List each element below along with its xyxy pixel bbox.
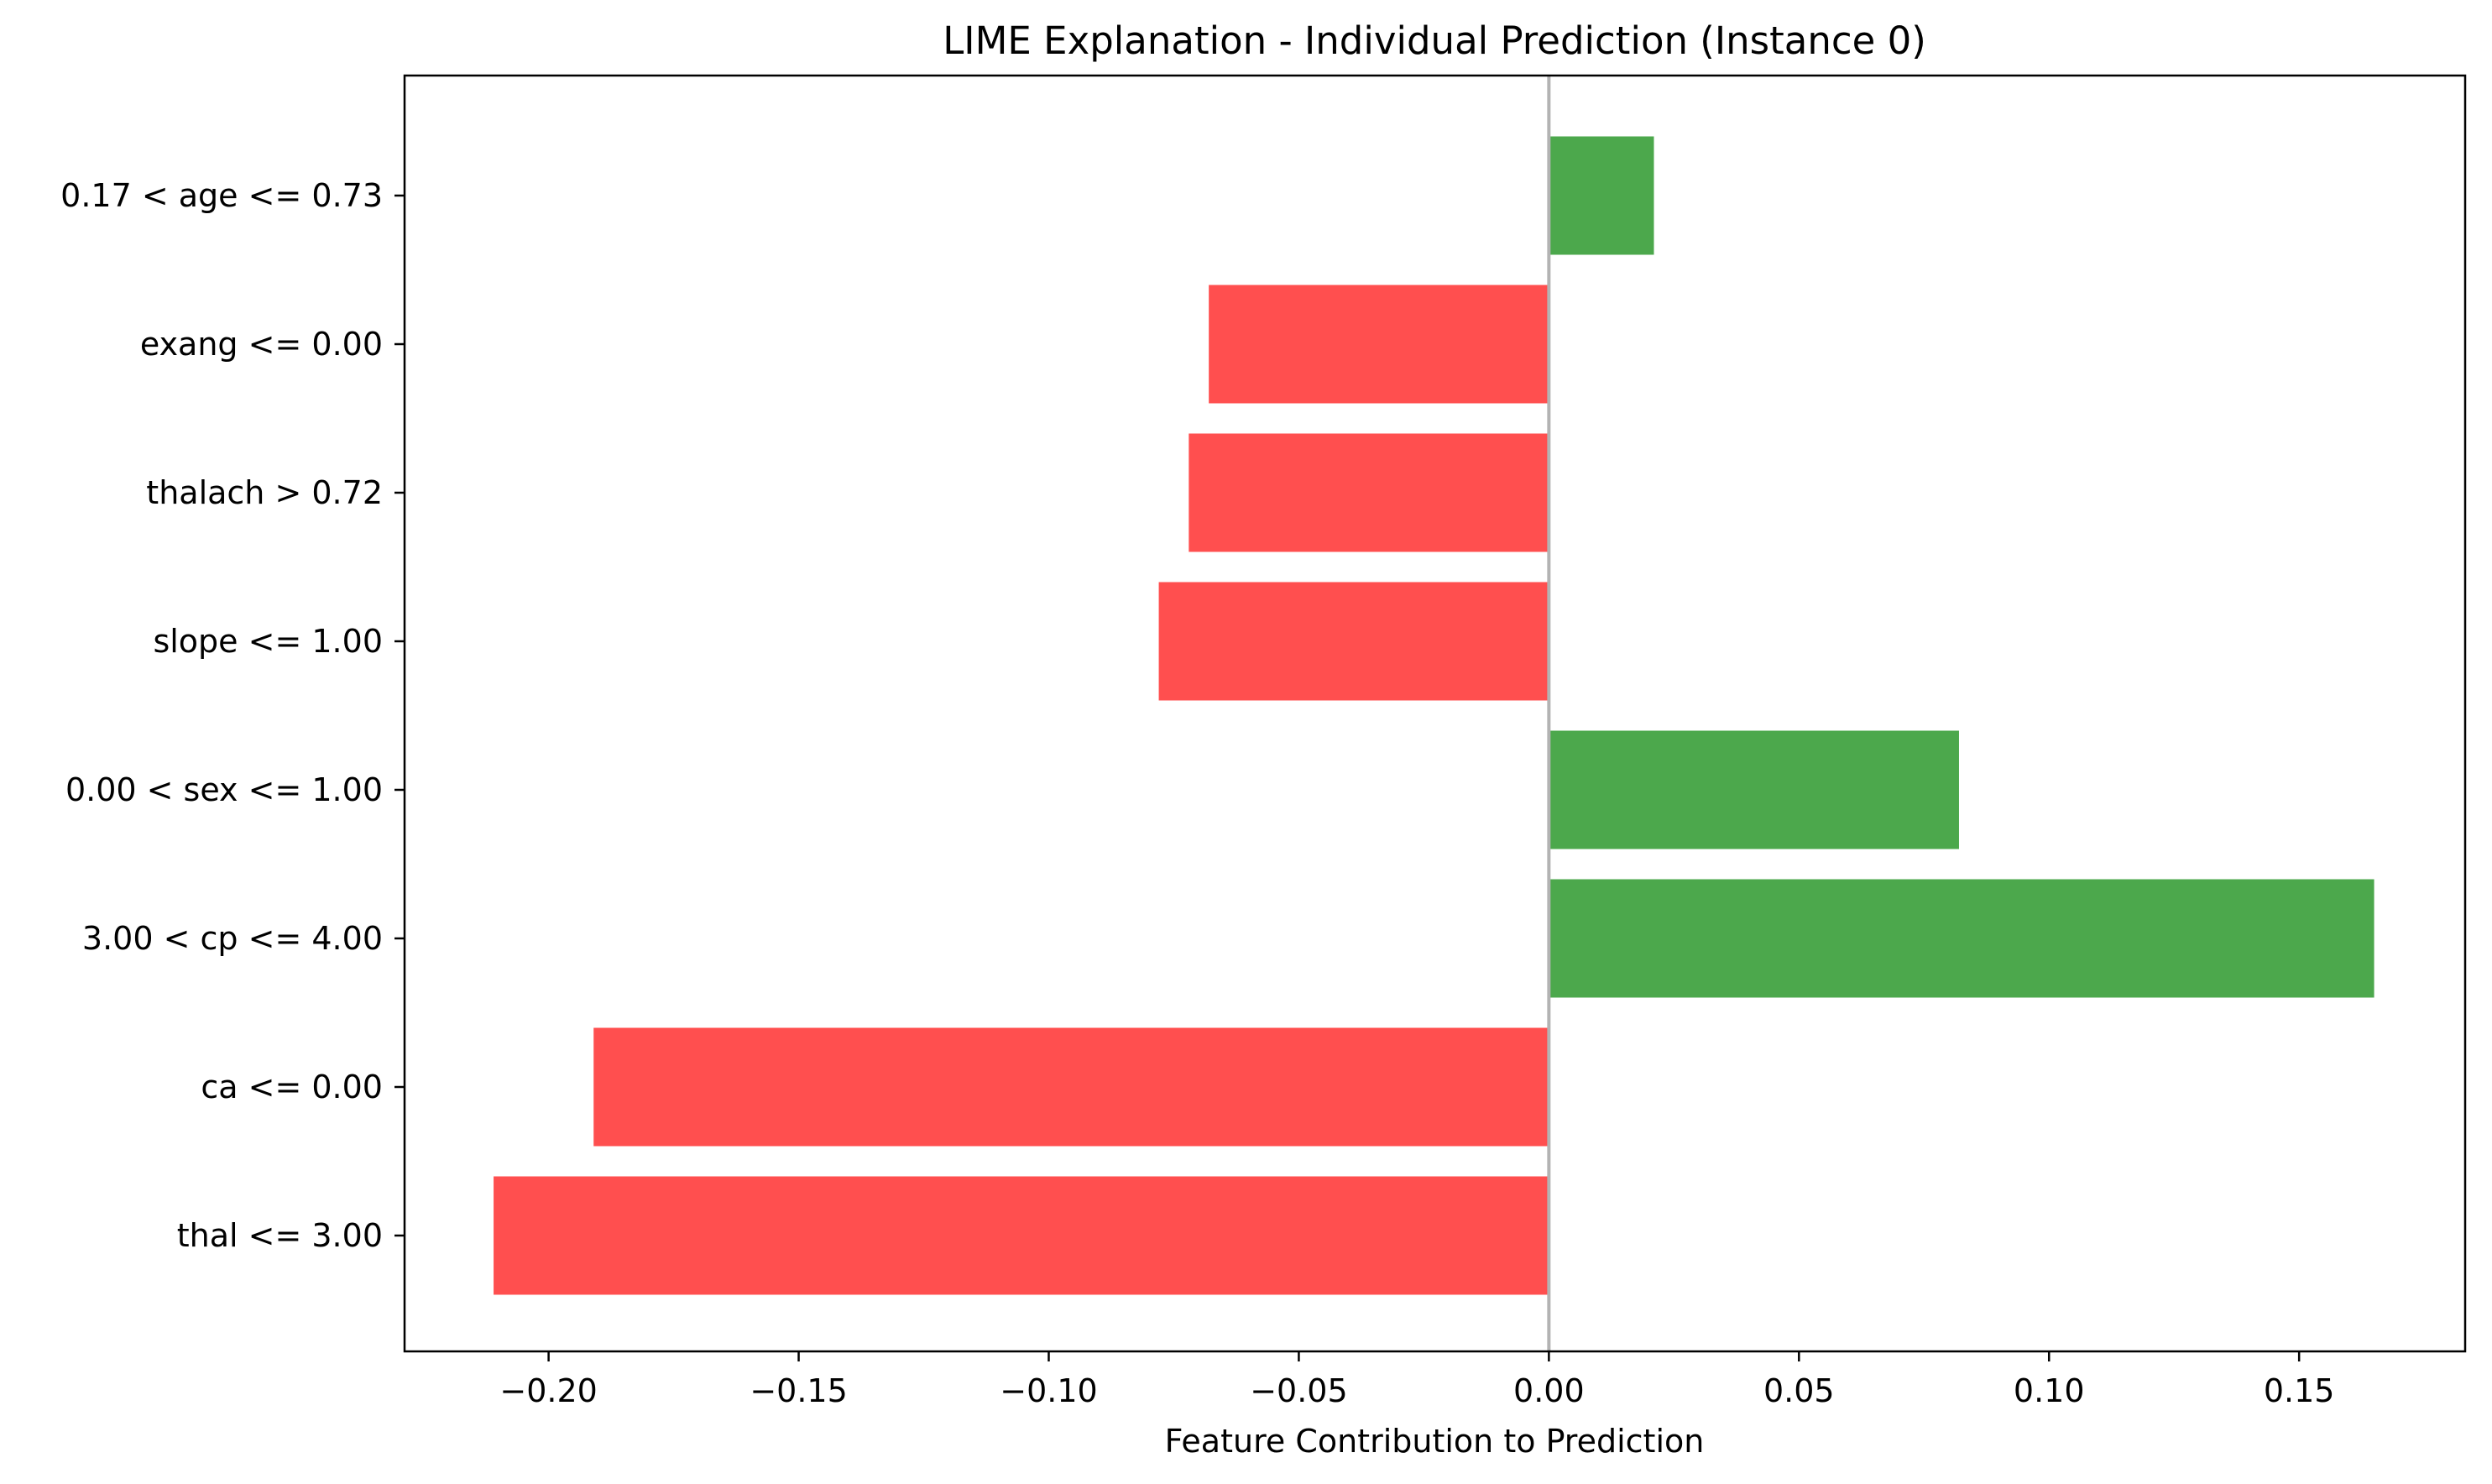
y-tick-label: thal <= 3.00 (177, 1217, 383, 1254)
x-tick-label: 0.00 (1513, 1372, 1585, 1409)
y-tick-label: slope <= 1.00 (153, 623, 383, 660)
x-tick-label: 0.10 (2014, 1372, 2085, 1409)
y-tick-label: 0.17 < age <= 0.73 (60, 177, 383, 214)
bar-2 (1189, 433, 1549, 552)
y-tick-label: exang <= 0.00 (140, 326, 383, 363)
bar-6 (593, 1027, 1549, 1147)
y-tick-label: thalach > 0.72 (146, 474, 383, 511)
x-tick-label: −0.15 (750, 1372, 847, 1409)
plot-area-frame (403, 74, 2467, 1353)
x-tick-label: −0.20 (499, 1372, 597, 1409)
bar-0 (1549, 136, 1654, 255)
bar-7 (494, 1176, 1549, 1295)
y-tick-label: ca <= 0.00 (201, 1069, 383, 1105)
chart-title: LIME Explanation - Individual Prediction… (943, 18, 1926, 63)
y-tick-label: 0.00 < sex <= 1.00 (65, 771, 383, 808)
x-tick-label: −0.05 (1250, 1372, 1347, 1409)
x-axis-label: Feature Contribution to Prediction (1165, 1423, 1705, 1460)
y-axis: 0.17 < age <= 0.73 exang <= 0.00 thalach >… (60, 177, 405, 1254)
bars-layer (494, 136, 2374, 1295)
bar-4 (1549, 730, 1959, 849)
bar-3 (1158, 582, 1549, 701)
x-tick-label: 0.15 (2264, 1372, 2335, 1409)
y-tick-label: 3.00 < cp <= 4.00 (82, 920, 383, 957)
bar-1 (1209, 285, 1549, 404)
x-tick-label: −0.10 (1000, 1372, 1097, 1409)
x-tick-label: 0.05 (1763, 1372, 1835, 1409)
bar-5 (1549, 879, 2374, 998)
x-axis: −0.20 −0.15 −0.10 −0.05 0.00 0.05 0.10 0.15 (499, 1351, 2334, 1409)
